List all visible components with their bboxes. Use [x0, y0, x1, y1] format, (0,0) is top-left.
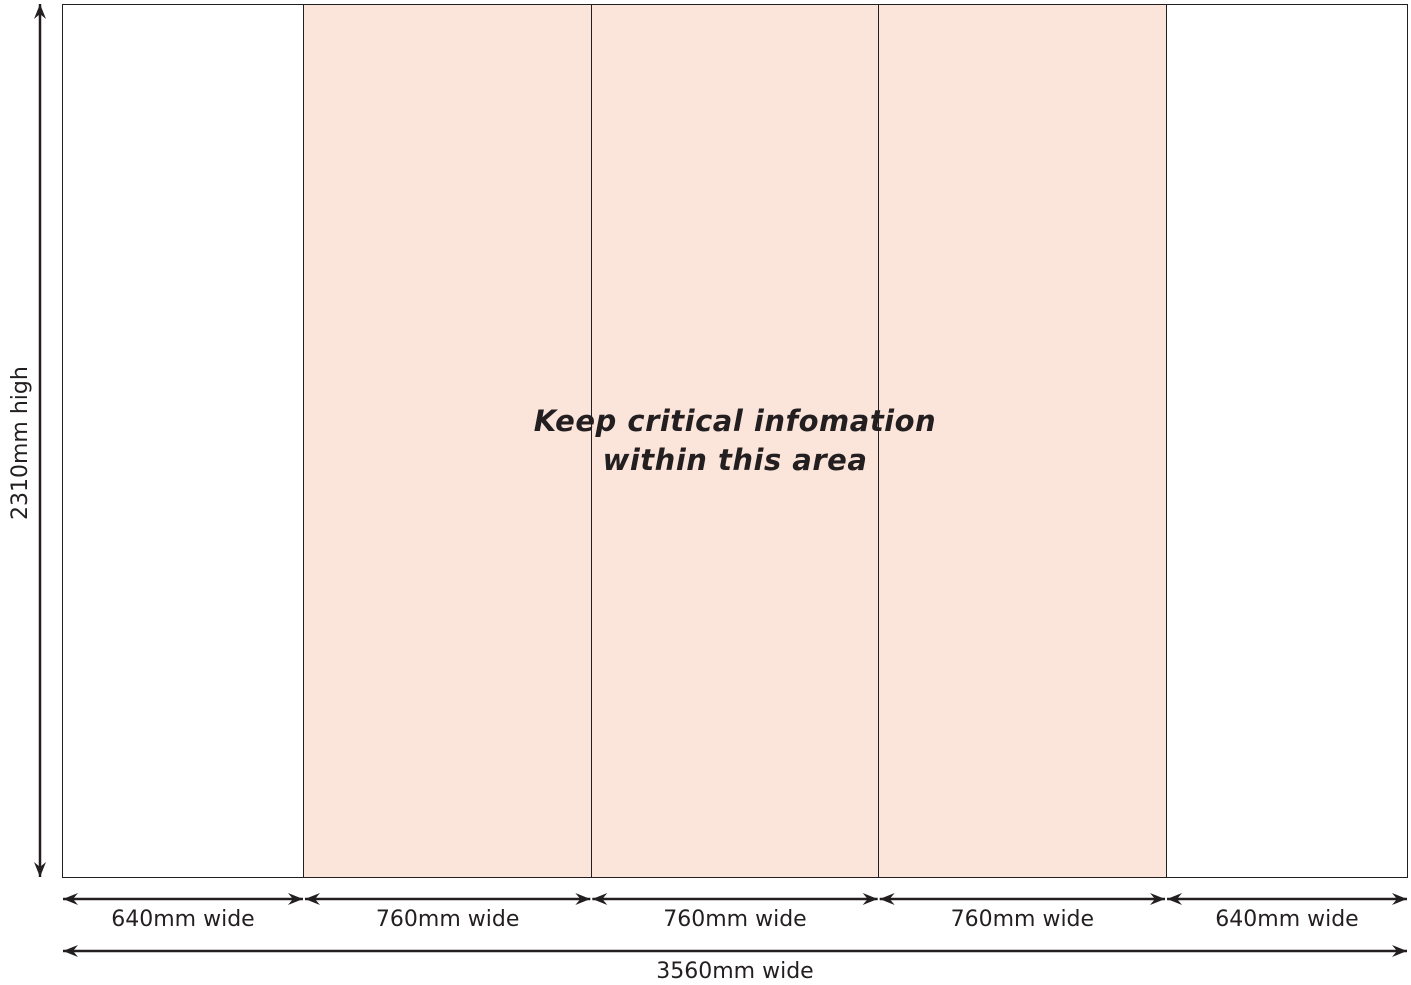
panel-5-width-label: 640mm wide [1215, 907, 1359, 932]
panel-2 [303, 4, 592, 878]
panel-3 [591, 4, 879, 878]
total-width-label: 3560mm wide [656, 959, 814, 984]
total-width-arrow [63, 945, 1407, 957]
panel-4-width-arrow [879, 893, 1166, 905]
panel-5 [1166, 4, 1408, 878]
panel-divider-2 [590, 4, 592, 878]
panel-3-width-label: 760mm wide [663, 907, 807, 932]
panel-1-width-arrow [63, 893, 303, 905]
panel-4 [878, 4, 1167, 878]
panel-3-width-arrow [592, 893, 878, 905]
panel-divider-4 [1165, 4, 1167, 878]
critical-area-note: Keep critical infomation within this are… [485, 402, 985, 480]
panel-divider-1 [303, 4, 305, 878]
height-arrow [34, 4, 46, 877]
panel-divider-3 [878, 4, 880, 878]
panel-2-width-label: 760mm wide [375, 907, 520, 932]
critical-area-note-line-2: within this area [602, 443, 868, 477]
panel-1-width-label: 640mm wide [111, 907, 255, 932]
panel-5-width-arrow [1167, 893, 1407, 905]
height-dimension-label: 2310mm high [8, 366, 33, 520]
panel-2-width-arrow [304, 893, 591, 905]
panel-4-width-label: 760mm wide [950, 907, 1095, 932]
critical-area-note-line-1: Keep critical infomation [533, 404, 937, 438]
panel-1 [62, 4, 304, 878]
